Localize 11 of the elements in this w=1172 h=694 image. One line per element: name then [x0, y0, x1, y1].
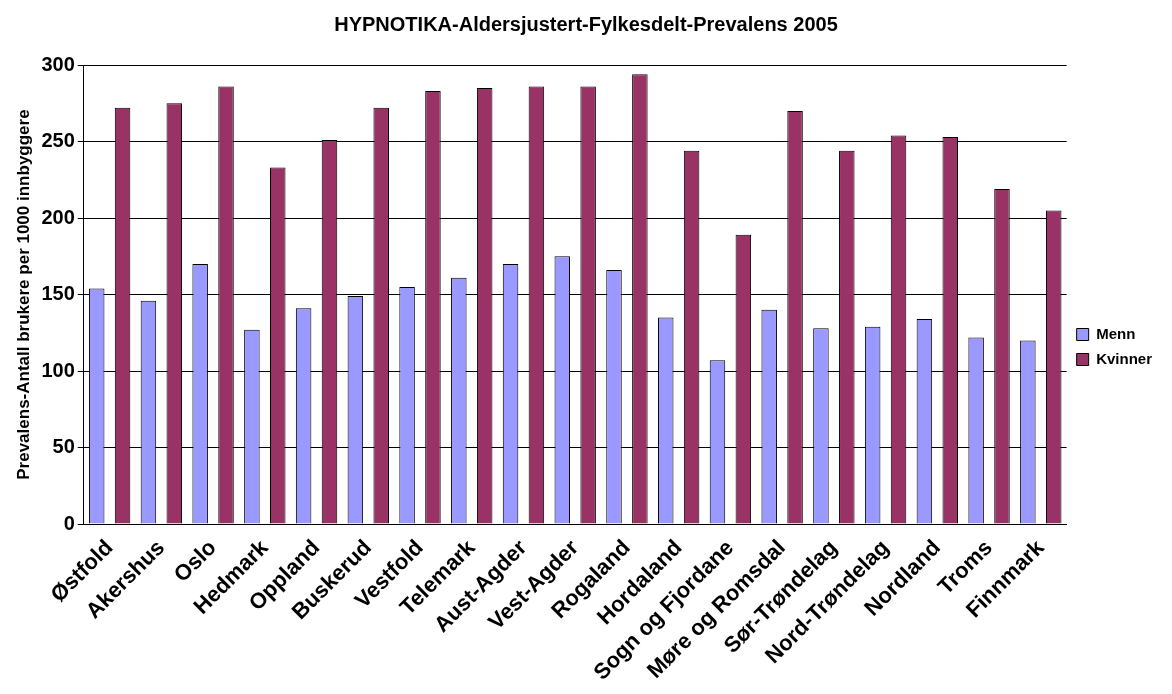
y-axis-title: Prevalens-Antall brukere per 1000 innbyggere — [13, 109, 33, 480]
legend-label: Menn — [1096, 324, 1136, 342]
y-tick-label: 200 — [41, 205, 75, 228]
y-tick-label: 300 — [41, 52, 75, 75]
chart-title: HYPNOTIKA-Aldersjustert-Fylkesdelt-Prevalens 2005 — [334, 12, 838, 35]
y-tick-label: 100 — [41, 358, 75, 381]
legend-label: Kvinner — [1096, 349, 1153, 367]
y-tick-label: 0 — [63, 511, 75, 534]
y-tick-label: 250 — [41, 129, 75, 152]
y-tick-label: 50 — [52, 435, 75, 458]
y-tick-label: 150 — [41, 282, 75, 305]
